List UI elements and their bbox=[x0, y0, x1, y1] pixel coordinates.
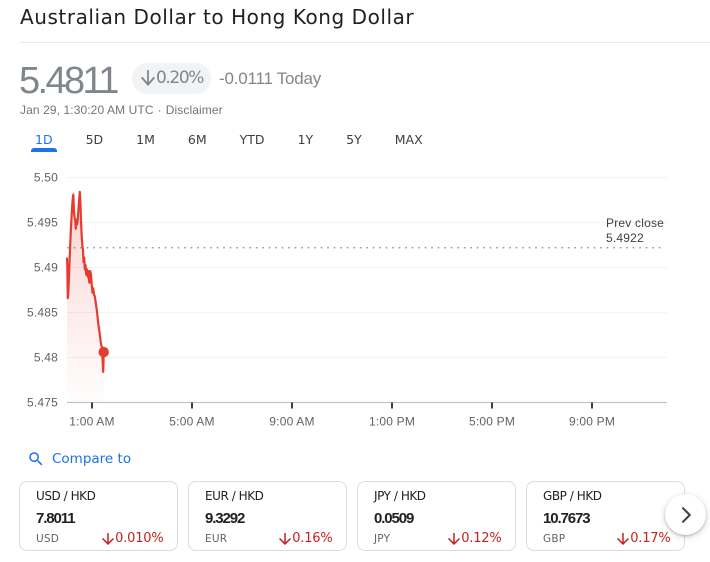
scroll-cards-right-button[interactable] bbox=[665, 494, 706, 535]
card-percent: 0.16% bbox=[279, 530, 333, 547]
card-value: 9.3292 bbox=[205, 509, 245, 527]
y-axis-label: 5.49 bbox=[34, 261, 58, 275]
tab-5d-label: 5D bbox=[85, 131, 104, 147]
card-gbp-hkd[interactable]: GBP / HKD 10.7673 GBP 0.17% bbox=[526, 481, 685, 551]
tab-6m-label: 6M bbox=[187, 131, 207, 147]
x-axis-label: 5:00 AM bbox=[169, 415, 214, 429]
change-value: -0.0111 bbox=[219, 69, 273, 88]
time-range-tabs: 1D 5D 1M 6M YTD 1Y 5Y MAX bbox=[19, 128, 440, 152]
x-axis-label: 5:00 PM bbox=[469, 415, 515, 429]
tab-1m-label: 1M bbox=[136, 131, 155, 147]
x-axis-label: 1:00 PM bbox=[369, 415, 415, 429]
arrow-down-icon bbox=[448, 532, 461, 545]
arrow-down-icon bbox=[617, 532, 630, 545]
prev-close-value: 5.4922 bbox=[606, 231, 644, 245]
y-axis-label: 5.485 bbox=[27, 306, 58, 320]
card-percent: 0.12% bbox=[448, 530, 502, 547]
disclaimer-link[interactable]: Disclaimer bbox=[165, 103, 223, 117]
arrow-down-icon bbox=[102, 532, 115, 545]
change-period: Today bbox=[276, 69, 322, 88]
card-value: 7.8011 bbox=[36, 509, 76, 527]
y-axis-label: 5.48 bbox=[34, 351, 58, 365]
compare-to-label: Compare to bbox=[52, 451, 132, 467]
y-axis-label: 5.495 bbox=[27, 216, 58, 230]
current-price-dot bbox=[98, 346, 109, 358]
chart-axes: 5.50 5.495 5.49 5.485 5.48 5.475 1:00 AM 5:00 A… bbox=[27, 171, 667, 429]
quote-timestamp: Jan 29, 1:30:20 AM UTC bbox=[20, 103, 154, 117]
y-axis-label: 5.50 bbox=[34, 171, 58, 185]
card-percent-value: 0.010% bbox=[115, 531, 164, 546]
y-axis-label: 5.475 bbox=[27, 396, 58, 410]
active-tab-underline bbox=[30, 148, 58, 152]
card-code: JPY bbox=[374, 533, 391, 545]
tab-1d[interactable]: 1D bbox=[19, 128, 70, 152]
x-axis-label: 9:00 PM bbox=[569, 415, 615, 429]
card-code: GBP bbox=[543, 533, 566, 545]
card-jpy-hkd[interactable]: JPY / HKD 0.0509 JPY 0.12% bbox=[357, 481, 516, 551]
card-percent-value: 0.12% bbox=[461, 531, 502, 546]
header-divider bbox=[19, 42, 710, 43]
separator-dot: · bbox=[157, 103, 162, 117]
search-icon bbox=[28, 452, 42, 466]
tab-max-label: MAX bbox=[394, 131, 423, 147]
tab-1m[interactable]: 1M bbox=[120, 128, 172, 152]
card-code: EUR bbox=[205, 533, 228, 545]
chart-gridlines bbox=[67, 177, 667, 358]
page-title: Australian Dollar to Hong Kong Dollar bbox=[20, 5, 415, 29]
card-percent-value: 0.17% bbox=[630, 531, 671, 546]
compare-to-button[interactable]: Compare to bbox=[27, 450, 132, 468]
prev-close-label: Prev close bbox=[606, 216, 664, 230]
tab-1y-label: 1Y bbox=[297, 131, 314, 147]
card-pair: EUR / HKD bbox=[205, 488, 264, 503]
tab-max[interactable]: MAX bbox=[378, 128, 439, 152]
x-axis-label: 9:00 AM bbox=[269, 415, 314, 429]
chevron-right-icon bbox=[681, 506, 691, 523]
card-value: 10.7673 bbox=[543, 509, 591, 527]
card-percent: 0.010% bbox=[102, 530, 164, 547]
current-price: 5.4811 bbox=[19, 59, 119, 102]
tab-5y-label: 5Y bbox=[346, 131, 362, 147]
card-value: 0.0509 bbox=[374, 509, 414, 527]
tab-5d[interactable]: 5D bbox=[69, 128, 120, 152]
card-eur-hkd[interactable]: EUR / HKD 9.3292 EUR 0.16% bbox=[188, 481, 347, 551]
tab-1y[interactable]: 1Y bbox=[281, 128, 330, 152]
change-percent: 0.20% bbox=[156, 68, 204, 88]
card-percent-value: 0.16% bbox=[292, 531, 333, 546]
card-pair: GBP / HKD bbox=[543, 488, 602, 503]
tab-ytd-label: YTD bbox=[239, 131, 265, 147]
quote-timestamp-row: Jan 29, 1:30:20 AM UTC · Disclaimer bbox=[20, 103, 223, 117]
x-axis-label: 1:00 AM bbox=[69, 415, 114, 429]
price-line bbox=[65, 190, 105, 373]
tab-5y[interactable]: 5Y bbox=[330, 128, 379, 152]
tab-1d-label: 1D bbox=[35, 131, 53, 147]
card-usd-hkd[interactable]: USD / HKD 7.8011 USD 0.010% bbox=[19, 481, 178, 551]
tab-ytd[interactable]: YTD bbox=[223, 128, 281, 152]
card-pair: USD / HKD bbox=[36, 488, 96, 503]
change-percent-badge: 0.20% bbox=[132, 62, 212, 94]
change-amount: -0.0111 Today bbox=[219, 64, 321, 95]
card-percent: 0.17% bbox=[617, 530, 671, 547]
arrow-down-icon bbox=[141, 70, 155, 86]
card-code: USD bbox=[36, 533, 60, 545]
card-pair: JPY / HKD bbox=[374, 488, 426, 503]
price-area-fill bbox=[67, 191, 104, 403]
arrow-down-icon bbox=[279, 532, 292, 545]
tab-6m[interactable]: 6M bbox=[171, 128, 223, 152]
